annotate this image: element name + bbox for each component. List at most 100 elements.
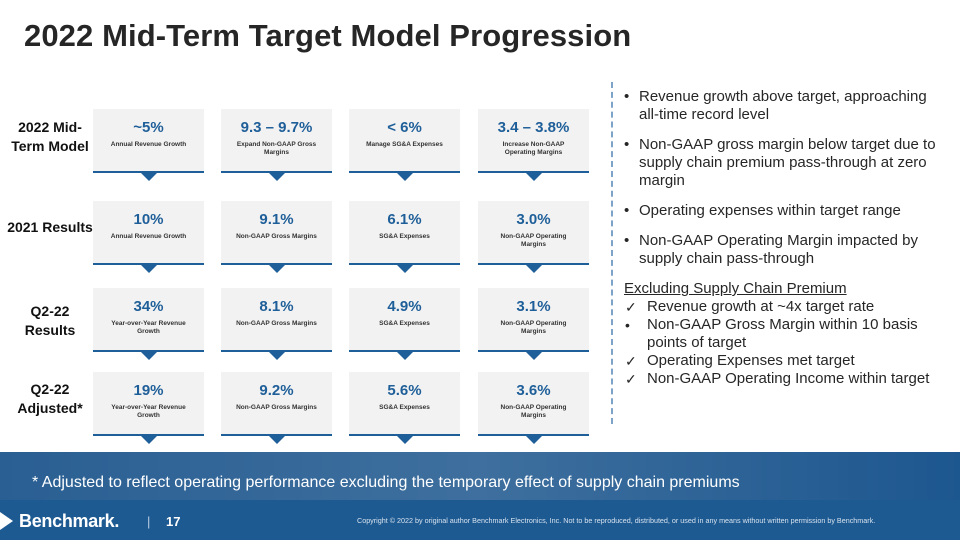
down-arrow-icon xyxy=(397,352,413,360)
bullet-icon: • xyxy=(624,202,630,219)
down-arrow-icon xyxy=(397,265,413,273)
metric-value: 19% xyxy=(133,382,164,399)
down-arrow-icon xyxy=(269,352,285,360)
list-item: ✓ Revenue growth at ~4x target rate xyxy=(624,298,949,316)
metric-label: Manage SG&A Expenses xyxy=(366,141,443,148)
list-item: • Non-GAAP Gross Margin within 10 basis p… xyxy=(624,316,949,352)
row-label-q2-22-adjusted: Q2-22 Adjusted* xyxy=(17,381,83,416)
metric-label: Annual Revenue Growth xyxy=(110,141,187,148)
row-label-2021-results: 2021 Results xyxy=(7,219,93,235)
metric-card: 9.1% Non-GAAP Gross Margins xyxy=(221,201,332,273)
down-arrow-icon xyxy=(526,352,542,360)
down-arrow-icon xyxy=(141,173,157,181)
metric-label: SG&A Expenses xyxy=(379,320,430,327)
metric-card: 34% Year-over-Year Revenue Growth xyxy=(93,288,204,360)
metric-label: Non-GAAP Gross Margins xyxy=(236,320,317,327)
commentary-panel: • Revenue growth above target, approachin… xyxy=(624,88,949,388)
list-item: • Non-GAAP Operating Margin impacted by s… xyxy=(624,232,949,268)
bullet-icon: • xyxy=(624,232,630,249)
bullet-list: • Revenue growth above target, approachin… xyxy=(624,88,949,268)
down-arrow-icon xyxy=(526,436,542,444)
brand-name: Benchmark xyxy=(19,511,115,531)
metric-card: 5.6% SG&A Expenses xyxy=(349,372,460,444)
logo-text: Benchmark. xyxy=(19,511,119,532)
down-arrow-icon xyxy=(141,265,157,273)
down-arrow-icon xyxy=(397,436,413,444)
metric-label: Expand Non-GAAP Gross Margins xyxy=(236,141,317,156)
brand-dot: . xyxy=(114,511,120,531)
metric-card: ~5% Annual Revenue Growth xyxy=(93,109,204,181)
metric-label: SG&A Expenses xyxy=(379,233,430,240)
metric-value: 9.3 – 9.7% xyxy=(240,119,313,136)
metric-value: 8.1% xyxy=(259,298,294,315)
metric-card: 3.4 – 3.8% Increase Non-GAAP Operating M… xyxy=(478,109,589,181)
metric-card: 10% Annual Revenue Growth xyxy=(93,201,204,273)
list-item: ✓ Operating Expenses met target xyxy=(624,352,949,370)
metric-card: < 6% Manage SG&A Expenses xyxy=(349,109,460,181)
down-arrow-icon xyxy=(397,173,413,181)
row-label-q2-22-results: Q2-22 Results xyxy=(24,303,76,338)
footnote-band xyxy=(0,452,960,500)
list-item: • Revenue growth above target, approachin… xyxy=(624,88,949,124)
metric-value: < 6% xyxy=(387,119,422,136)
metric-label: Non-GAAP Operating Margins xyxy=(500,320,567,335)
list-item: ✓ Non-GAAP Operating Income within target xyxy=(624,370,949,388)
bullet-text: Non-GAAP gross margin below target due t… xyxy=(639,136,936,189)
down-arrow-icon xyxy=(141,436,157,444)
metric-value: 5.6% xyxy=(387,382,422,399)
metric-label: Year-over-Year Revenue Growth xyxy=(111,320,186,335)
row-label-mid-term-model: 2022 Mid-Term Model xyxy=(11,119,89,154)
down-arrow-icon xyxy=(526,173,542,181)
dashed-divider xyxy=(611,82,613,424)
metric-card: 4.9% SG&A Expenses xyxy=(349,288,460,360)
checkmark-icon: ✓ xyxy=(625,371,637,387)
slide-title: 2022 Mid-Term Target Model Progression xyxy=(24,18,632,53)
list-item-text: Revenue growth at ~4x target rate xyxy=(647,298,875,315)
footer-bar xyxy=(0,500,960,540)
checkmark-icon: ✓ xyxy=(625,299,637,315)
metric-card: 3.6% Non-GAAP Operating Margins xyxy=(478,372,589,444)
metric-value: 9.1% xyxy=(259,211,294,228)
metric-label: Annual Revenue Growth xyxy=(110,233,187,240)
metric-value: 3.0% xyxy=(516,211,551,228)
metric-label: Non-GAAP Gross Margins xyxy=(236,233,317,240)
bullet-text: Operating expenses within target range xyxy=(639,202,901,219)
metric-value: 3.6% xyxy=(516,382,551,399)
metric-card: 3.1% Non-GAAP Operating Margins xyxy=(478,288,589,360)
excluding-list: ✓ Revenue growth at ~4x target rate • Non-… xyxy=(624,298,949,388)
metric-label: Increase Non-GAAP Operating Margins xyxy=(502,141,565,156)
metric-value: 6.1% xyxy=(387,211,422,228)
metric-card: 19% Year-over-Year Revenue Growth xyxy=(93,372,204,444)
down-arrow-icon xyxy=(269,436,285,444)
down-arrow-icon xyxy=(269,173,285,181)
list-item: • Non-GAAP gross margin below target due … xyxy=(624,136,949,190)
metric-card: 6.1% SG&A Expenses xyxy=(349,201,460,273)
metric-value: ~5% xyxy=(133,119,164,136)
metric-label: Non-GAAP Operating Margins xyxy=(500,404,567,419)
metric-label: SG&A Expenses xyxy=(379,404,430,411)
metric-value: 4.9% xyxy=(387,298,422,315)
down-arrow-icon xyxy=(269,265,285,273)
metric-label: Year-over-Year Revenue Growth xyxy=(111,404,186,419)
metric-card: 3.0% Non-GAAP Operating Margins xyxy=(478,201,589,273)
metric-card: 9.3 – 9.7% Expand Non-GAAP Gross Margins xyxy=(221,109,332,181)
down-arrow-icon xyxy=(141,352,157,360)
list-item-text: Operating Expenses met target xyxy=(647,352,855,369)
metric-value: 34% xyxy=(133,298,164,315)
metric-label: Non-GAAP Operating Margins xyxy=(500,233,567,248)
metric-label: Non-GAAP Gross Margins xyxy=(236,404,317,411)
page-number: 17 xyxy=(166,514,181,529)
down-arrow-icon xyxy=(526,265,542,273)
list-item-text: Non-GAAP Gross Margin within 10 basis po… xyxy=(647,316,918,351)
metric-value: 3.4 – 3.8% xyxy=(497,119,570,136)
list-item: • Operating expenses within target range xyxy=(624,202,949,220)
copyright-notice: Copyright © 2022 by original author Benc… xyxy=(357,516,876,525)
metric-value: 10% xyxy=(133,211,164,228)
bullet-text: Revenue growth above target, approaching… xyxy=(639,88,927,123)
metric-card: 8.1% Non-GAAP Gross Margins xyxy=(221,288,332,360)
metric-value: 9.2% xyxy=(259,382,294,399)
bullet-icon: • xyxy=(624,136,630,153)
metric-card: 9.2% Non-GAAP Gross Margins xyxy=(221,372,332,444)
bullet-icon: • xyxy=(624,88,630,105)
footnote: * Adjusted to reflect operating performa… xyxy=(32,474,740,491)
